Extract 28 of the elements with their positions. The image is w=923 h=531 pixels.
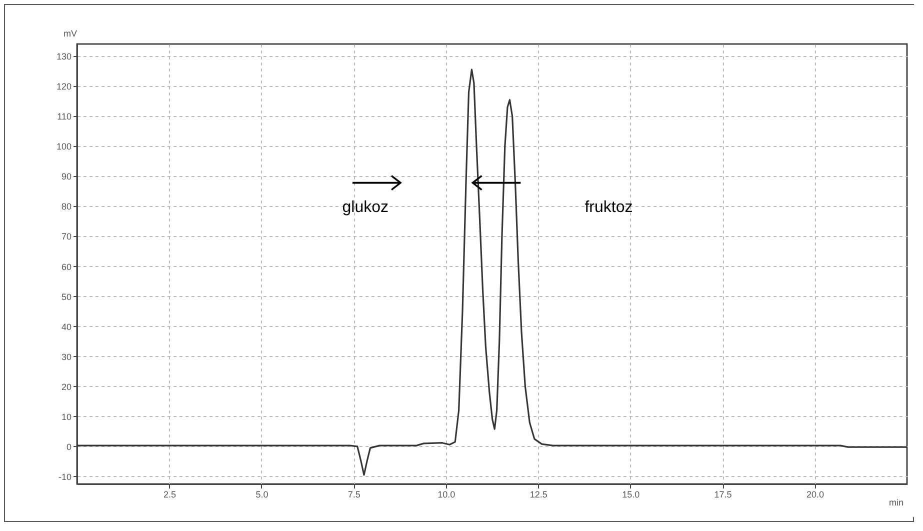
annotation: glukoz [342,198,388,216]
y-tick-label: 0 [66,442,72,452]
y-tick-label: 40 [61,322,72,332]
y-axis-title: mV [64,28,77,38]
y-tick-label: 100 [56,142,72,152]
y-tick-label: 110 [57,112,72,122]
y-tick-label: 130 [56,52,72,62]
y-tick-label: 20 [61,382,72,392]
y-tick-label: 60 [61,262,72,272]
x-tick-label: 17.5 [714,490,732,500]
x-tick-label: 7.5 [348,490,360,500]
x-tick-label: 5.0 [256,490,268,500]
y-tick-label: 70 [61,232,72,242]
x-tick-label: 12.5 [530,490,548,500]
y-tick-label: 90 [61,172,72,182]
x-tick-label: 20.0 [806,490,824,500]
x-axis-title: min [888,498,904,508]
y-tick-label: 50 [61,292,72,302]
x-tick-label: 10.0 [438,490,456,500]
y-tick-label: 10 [61,412,72,422]
y-tick-label: -10 [58,472,72,482]
y-tick-label: 120 [56,82,72,92]
y-tick-label: 30 [61,352,72,362]
x-tick-label: 15.0 [622,490,640,500]
line-series [76,68,908,476]
x-tick-label: 2.5 [163,490,176,500]
y-tick-label: 80 [61,202,72,212]
annotation: fruktoz [584,198,633,216]
